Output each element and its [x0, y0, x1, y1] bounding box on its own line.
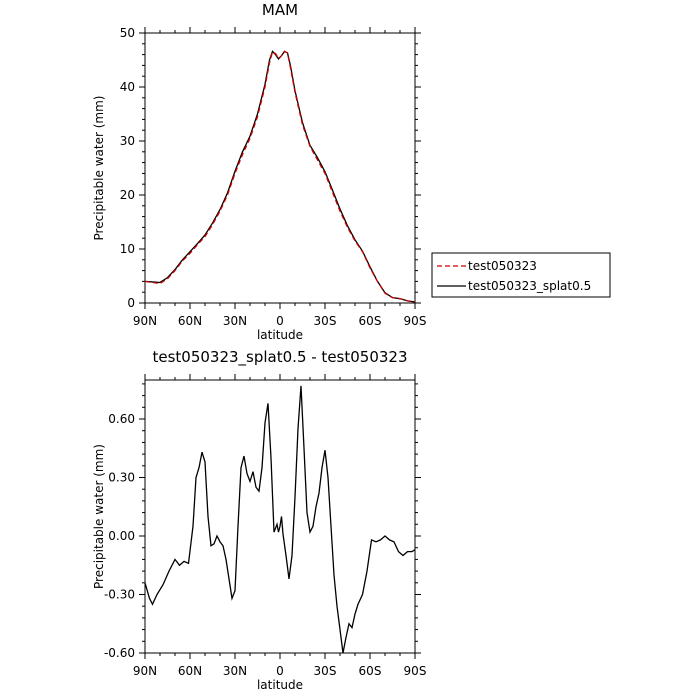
legend-label-1: test050323_splat0.5 [468, 279, 591, 293]
x-tick-label: 60S [359, 314, 382, 328]
x-tick-label: 60N [178, 314, 202, 328]
x-axis-title: latitude [257, 678, 303, 692]
series-line-0 [145, 50, 415, 303]
chart-title: MAM [262, 1, 298, 19]
x-axis-title: latitude [257, 328, 303, 342]
series-line-1 [145, 50, 415, 303]
legend-box [431, 252, 611, 298]
y-axis-title: Precipitable water (mm) [92, 444, 106, 589]
y-tick-label: 20 [120, 188, 135, 202]
x-tick-label: 90N [133, 664, 157, 678]
x-tick-label: 60N [178, 664, 202, 678]
legend-label-0: test050323 [468, 259, 537, 273]
x-tick-label: 30S [314, 664, 337, 678]
y-tick-label: 0.30 [108, 471, 135, 485]
y-tick-label: -0.60 [104, 646, 135, 660]
x-tick-label: 30N [223, 664, 247, 678]
y-tick-label: 40 [120, 80, 135, 94]
chart-top: 90N 60N 30N 0 30S 60S 90S 0 10 20 30 40 50 MAM latitud… [92, 1, 426, 342]
x-tick-label: 90N [133, 314, 157, 328]
y-axis-title: Precipitable water (mm) [92, 96, 106, 241]
x-tick-label: 30N [223, 314, 247, 328]
y-tick-label: 50 [120, 26, 135, 40]
y-tick-label: 30 [120, 134, 135, 148]
chart-bottom: 90N 60N 30N 0 30S 60S 90S -0.60 -0.30 0.00 0.30 0.6… [92, 348, 426, 692]
y-tick-label: 0 [127, 296, 135, 310]
plot-frame [144, 379, 416, 654]
x-tick-label: 90S [404, 314, 427, 328]
plot-frame [144, 32, 416, 304]
legend: test050323 test050323_splat0.5 [431, 252, 611, 298]
x-tick-label: 30S [314, 314, 337, 328]
x-tick-label: 60S [359, 664, 382, 678]
x-tick-label: 0 [276, 314, 284, 328]
chart-title: test050323_splat0.5 - test050323 [152, 348, 407, 367]
y-tick-label: 0.00 [108, 529, 135, 543]
y-tick-label: 0.60 [108, 412, 135, 426]
series-line-0 [145, 385, 415, 653]
x-tick-label: 90S [404, 664, 427, 678]
y-tick-label: -0.30 [104, 588, 135, 602]
x-tick-label: 0 [276, 664, 284, 678]
y-tick-label: 10 [120, 242, 135, 256]
